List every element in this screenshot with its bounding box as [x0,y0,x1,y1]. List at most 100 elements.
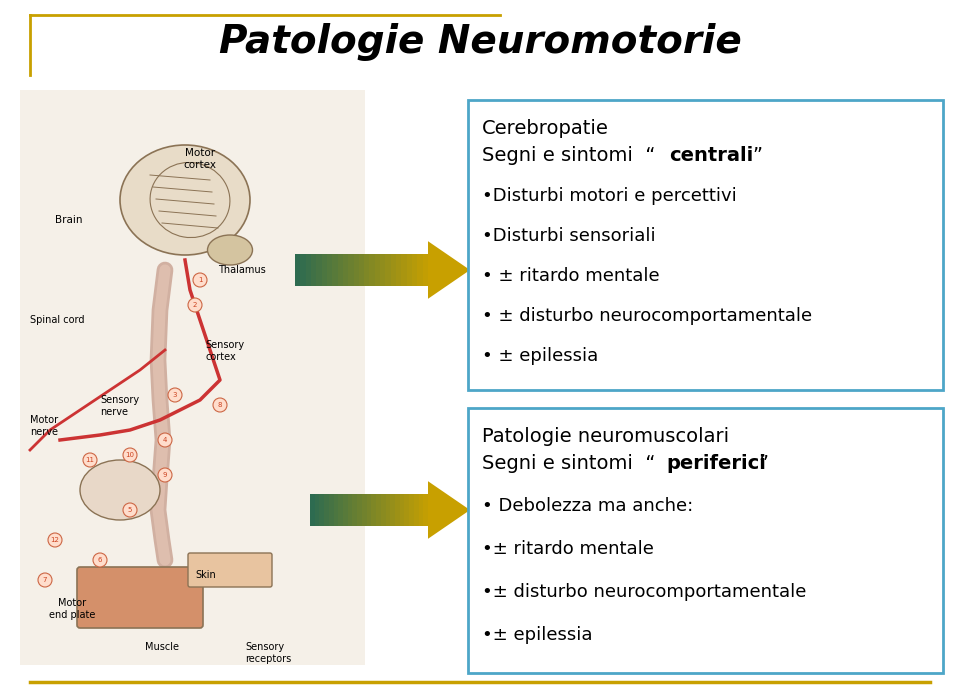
Text: Motor
end plate: Motor end plate [49,598,95,620]
Text: 12: 12 [51,537,60,543]
Polygon shape [343,494,348,526]
Polygon shape [316,254,322,286]
Text: Segni e sintomi  “: Segni e sintomi “ [482,146,656,164]
Polygon shape [419,494,423,526]
Polygon shape [353,254,359,286]
Text: Brain: Brain [55,215,83,225]
Text: Skin: Skin [195,570,216,580]
Polygon shape [418,254,422,286]
FancyBboxPatch shape [77,567,203,628]
Text: Thalamus: Thalamus [218,265,266,275]
Polygon shape [428,481,470,539]
Text: • Debolezza ma anche:: • Debolezza ma anche: [482,497,693,515]
Polygon shape [348,254,353,286]
Text: 7: 7 [43,577,47,583]
Text: •± disturbo neurocomportamentale: •± disturbo neurocomportamentale [482,583,806,601]
Polygon shape [407,254,412,286]
Polygon shape [343,254,348,286]
Polygon shape [404,494,409,526]
Polygon shape [399,494,404,526]
Polygon shape [357,494,362,526]
Polygon shape [348,494,352,526]
Polygon shape [362,494,367,526]
Polygon shape [367,494,372,526]
Polygon shape [409,494,414,526]
Text: 10: 10 [126,452,134,458]
Text: ”: ” [758,454,768,473]
Polygon shape [395,494,399,526]
Circle shape [158,468,172,482]
Polygon shape [390,494,395,526]
Text: •Disturbi motori e percettivi: •Disturbi motori e percettivi [482,187,736,205]
Text: • ± disturbo neurocomportamentale: • ± disturbo neurocomportamentale [482,307,812,325]
Polygon shape [380,254,385,286]
Polygon shape [359,254,364,286]
Circle shape [193,273,207,287]
Polygon shape [381,494,386,526]
Text: Spinal cord: Spinal cord [30,315,84,325]
Polygon shape [370,254,374,286]
Text: Cerebropatie: Cerebropatie [482,118,609,137]
Polygon shape [352,494,357,526]
Ellipse shape [80,460,160,520]
Polygon shape [338,494,343,526]
Polygon shape [329,494,334,526]
Polygon shape [386,494,390,526]
Text: 8: 8 [218,402,223,408]
Polygon shape [374,254,380,286]
Text: 3: 3 [173,392,178,398]
Polygon shape [300,254,305,286]
Polygon shape [338,254,343,286]
Polygon shape [401,254,407,286]
Polygon shape [412,254,418,286]
Polygon shape [396,254,401,286]
Text: Patologie neuromuscolari: Patologie neuromuscolari [482,427,730,445]
Polygon shape [315,494,320,526]
Polygon shape [385,254,391,286]
Polygon shape [391,254,396,286]
Text: Motor
cortex: Motor cortex [183,148,217,169]
Text: • ± epilessia: • ± epilessia [482,347,598,365]
Text: centrali: centrali [669,146,754,164]
Text: ”: ” [752,146,762,164]
Text: 9: 9 [163,472,167,478]
Circle shape [83,453,97,467]
Circle shape [48,533,62,547]
Circle shape [158,433,172,447]
Text: • ± ritardo mentale: • ± ritardo mentale [482,267,660,285]
Text: 6: 6 [98,557,103,563]
Text: •± epilessia: •± epilessia [482,626,592,644]
Text: Sensory
cortex: Sensory cortex [205,340,244,362]
FancyBboxPatch shape [188,553,272,587]
Text: •Disturbi sensoriali: •Disturbi sensoriali [482,227,656,245]
Polygon shape [423,494,428,526]
Text: 2: 2 [193,302,197,308]
Text: Motor
nerve: Motor nerve [30,415,59,436]
Circle shape [123,448,137,462]
Polygon shape [310,494,315,526]
FancyBboxPatch shape [468,100,943,390]
Polygon shape [305,254,311,286]
Polygon shape [295,254,300,286]
Text: Muscle: Muscle [145,642,179,652]
Polygon shape [324,494,329,526]
Polygon shape [422,254,428,286]
Circle shape [93,553,107,567]
Polygon shape [334,494,338,526]
Polygon shape [311,254,316,286]
FancyBboxPatch shape [20,90,365,665]
FancyBboxPatch shape [468,408,943,673]
Polygon shape [320,494,324,526]
Circle shape [213,398,227,412]
Ellipse shape [120,145,250,255]
Text: Segni e sintomi  “: Segni e sintomi “ [482,454,656,473]
Text: Patologie Neuromotorie: Patologie Neuromotorie [219,23,741,61]
Polygon shape [332,254,338,286]
Text: Sensory
nerve: Sensory nerve [100,395,139,417]
Polygon shape [372,494,376,526]
Polygon shape [364,254,370,286]
Polygon shape [322,254,327,286]
Text: 4: 4 [163,437,167,443]
Text: 5: 5 [128,507,132,513]
Circle shape [38,573,52,587]
